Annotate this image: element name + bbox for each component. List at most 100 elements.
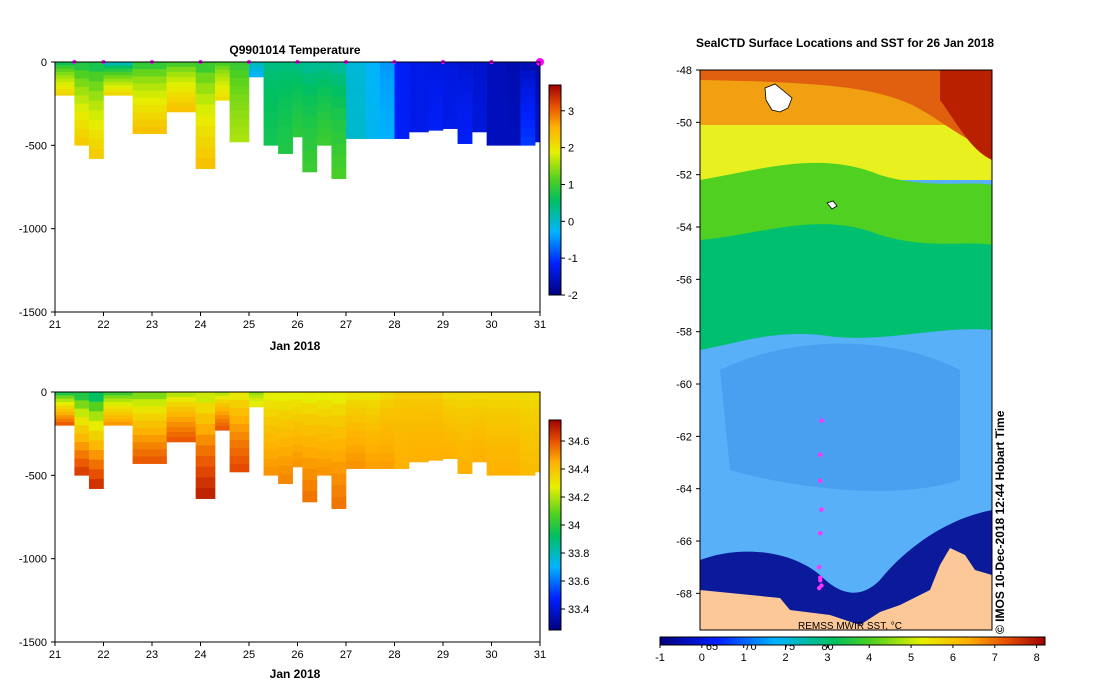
- profile-1-cell: [103, 398, 133, 403]
- salinity-colorbar-ticks: 33.4 33.6 33.8 34 34.2 34.4 34.6: [561, 436, 589, 616]
- profile-1-cell: [132, 456, 167, 464]
- profile-1-cell: [394, 392, 410, 400]
- profile-0-cell: [215, 73, 230, 78]
- profile-1-cell: [166, 432, 196, 438]
- profile-1-cell: [486, 450, 507, 459]
- sst-colorbar-tick-label: 8: [1034, 652, 1040, 664]
- profile-1-cell: [409, 406, 429, 414]
- sst-teal-band: [700, 224, 992, 350]
- track-position-dot: [816, 564, 822, 570]
- profile-0-cell: [331, 132, 347, 144]
- x-tick-label: 26: [291, 649, 303, 661]
- profile-0-cell: [229, 134, 250, 143]
- profile-1-cell: [428, 419, 444, 427]
- profile-0-cell: [316, 87, 332, 96]
- profile-1-cell: [166, 392, 196, 398]
- profile-1-cell: [520, 450, 536, 459]
- profile-1-cell: [346, 422, 366, 431]
- profile-1-cell: [331, 450, 347, 463]
- profile-0-cell: [316, 128, 332, 138]
- profile-0-cell: [166, 97, 196, 103]
- profile-1-cell: [443, 425, 458, 433]
- profile-0-cell: [249, 71, 264, 73]
- profile-1-cell: [457, 416, 473, 425]
- profile-1-cell: [278, 437, 293, 448]
- profile-1-cell: [428, 392, 444, 400]
- profile-1-cell: [457, 392, 473, 401]
- profile-1-cell: [249, 405, 264, 408]
- profile-0-cell: [263, 128, 279, 138]
- colorbar-tick-label: 33.4: [568, 604, 589, 616]
- temperature-cells: [55, 62, 541, 179]
- lat-tick-label: -58: [676, 327, 692, 339]
- lat-tick-label: -52: [676, 170, 692, 182]
- profile-0-cell: [365, 69, 381, 78]
- profile-1-cell: [365, 399, 381, 408]
- profile-0-cell: [229, 62, 250, 71]
- profile-1-cell: [331, 392, 347, 404]
- profile-0-cell: [535, 70, 541, 79]
- profile-1-cell: [457, 400, 473, 409]
- profile-0-cell: [472, 118, 487, 126]
- profile-0-cell: [486, 103, 507, 113]
- profile-0-cell: [55, 72, 75, 76]
- profile-0-cell: [409, 104, 429, 112]
- sst-colorbar-tick-label: -1: [655, 652, 665, 664]
- x-tick-label: 21: [49, 319, 61, 331]
- profile-0-cell: [428, 89, 444, 97]
- profile-1-cell: [74, 408, 90, 418]
- profile-0-cell: [409, 125, 429, 133]
- profile-0-cell: [428, 109, 444, 117]
- profile-1-cell: [55, 405, 75, 409]
- profile-0-cell: [428, 68, 444, 76]
- temperature-xlabel: Jan 2018: [270, 339, 321, 353]
- profile-1-cell: [486, 458, 507, 468]
- profile-0-cell: [278, 135, 293, 145]
- profile-1-cell: [292, 414, 303, 423]
- colorbar-tick-label: 33.8: [568, 548, 589, 560]
- profile-1-cell: [394, 445, 410, 454]
- profile-1-cell: [316, 417, 332, 426]
- profile-1-cell: [535, 408, 541, 417]
- x-tick-label: 27: [340, 649, 352, 661]
- profile-0-cell: [506, 78, 521, 88]
- profile-0-cell: [443, 68, 458, 76]
- profile-0-cell: [263, 103, 279, 113]
- profile-1-cell: [229, 400, 250, 409]
- profile-0-cell: [302, 62, 318, 74]
- profile-0-cell: [365, 100, 381, 109]
- profile-0-cell: [88, 81, 104, 92]
- profile-1-cell: [292, 459, 303, 468]
- temperature-title: Q9901014 Temperature: [229, 43, 361, 57]
- lat-tick-label: -64: [676, 484, 692, 496]
- profile-1-cell: [132, 399, 167, 407]
- y-tick-label: -500: [25, 470, 47, 482]
- profile-0-cell: [195, 72, 216, 84]
- heard-island: [826, 200, 838, 210]
- profile-1-cell: [394, 461, 410, 469]
- profile-0-cell: [132, 76, 167, 84]
- profile-0-cell: [166, 92, 196, 98]
- profile-0-cell: [346, 131, 366, 139]
- lat-tick-label: -60: [676, 379, 692, 391]
- profile-0-cell: [506, 70, 521, 79]
- profile-1-cell: [302, 480, 318, 492]
- profile-0-cell: [457, 70, 473, 79]
- profile-0-cell: [103, 82, 133, 86]
- profile-0-cell: [302, 106, 318, 118]
- profile-0-cell: [457, 78, 473, 87]
- profile-0-cell: [409, 76, 429, 84]
- profile-1-cell: [331, 438, 347, 451]
- profile-0-cell: [316, 95, 332, 104]
- profile-1-cell: [302, 414, 318, 426]
- profile-1-cell: [394, 422, 410, 431]
- profile-1-cell: [365, 445, 381, 454]
- profile-1-cell: [472, 399, 487, 407]
- profile-0-cell: [331, 73, 347, 86]
- profile-0-cell: [316, 70, 332, 79]
- profile-0-cell: [457, 111, 473, 120]
- profile-0-cell: [443, 88, 458, 96]
- profile-0-cell: [365, 131, 381, 139]
- profile-0-cell: [443, 75, 458, 83]
- profile-1-cell: [457, 449, 473, 458]
